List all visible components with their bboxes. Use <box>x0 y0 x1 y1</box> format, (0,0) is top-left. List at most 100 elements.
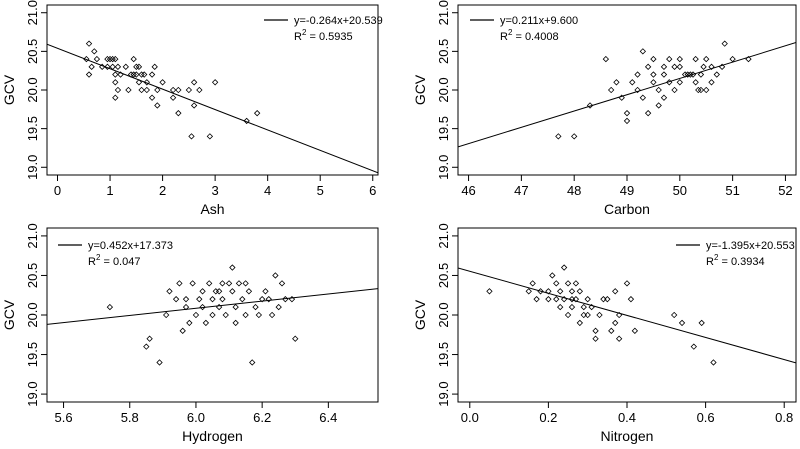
data-point <box>676 79 683 86</box>
data-point <box>288 296 296 303</box>
data-point <box>639 94 647 101</box>
data-point <box>130 71 137 78</box>
data-point <box>545 296 552 303</box>
y-tick-label: 21.0 <box>436 0 451 25</box>
data-point <box>166 288 173 295</box>
data-point <box>190 102 198 109</box>
data-point <box>533 296 540 303</box>
data-point <box>143 86 150 94</box>
chart-hydrogen: 5.6 5.8 6.0 6.2 6.4 19.0 19.5 20.0 20.5 21.0 Hydro… <box>1 223 379 444</box>
data-point <box>146 335 153 342</box>
data-point <box>135 79 143 86</box>
data-point <box>718 63 726 70</box>
y-axis-title: GCV <box>412 299 428 330</box>
legend-r2-symbol: R <box>706 256 714 268</box>
data-point <box>612 288 619 295</box>
data-point <box>109 63 116 70</box>
data-point <box>125 86 132 94</box>
data-point <box>604 296 611 303</box>
y-tick-label: 19.5 <box>436 342 451 367</box>
data-point <box>225 280 233 287</box>
data-point <box>689 71 697 78</box>
data-point <box>138 86 145 94</box>
data-point <box>697 71 705 78</box>
data-point <box>138 71 145 78</box>
data-point <box>560 296 568 303</box>
data-point <box>644 63 652 70</box>
data-point <box>650 71 657 78</box>
y-tick-label: 20.5 <box>25 39 40 64</box>
data-point <box>660 63 668 70</box>
data-point <box>229 264 236 271</box>
data-point <box>618 94 625 101</box>
y-tick-label: 20.5 <box>25 263 40 288</box>
data-point <box>537 288 544 295</box>
data-point <box>127 71 135 78</box>
x-tick-label: 46 <box>461 183 475 198</box>
data-point <box>141 71 148 78</box>
data-point <box>253 110 261 117</box>
data-point <box>721 40 728 47</box>
data-point <box>156 359 163 366</box>
data-point <box>185 86 193 94</box>
y-tick-label: 20.0 <box>25 302 40 327</box>
x-tick-label: 0 <box>54 183 61 198</box>
data-point <box>104 63 111 70</box>
data-point <box>557 303 564 311</box>
data-point <box>700 63 707 70</box>
y-axis-title: GCV <box>1 74 17 105</box>
data-point <box>572 280 580 287</box>
x-tick-label: 3 <box>212 183 219 198</box>
data-point <box>186 319 193 327</box>
data-point <box>106 303 114 311</box>
data-point <box>239 296 246 303</box>
data-point <box>268 311 276 319</box>
data-point <box>564 280 572 287</box>
data-point <box>130 55 137 63</box>
x-tick-label: 51 <box>725 183 739 198</box>
legend-r2-value: = 0.3934 <box>718 256 764 268</box>
data-point <box>596 311 603 319</box>
legend-r2: R2 = 0.3934 <box>706 253 765 268</box>
data-point <box>560 264 568 271</box>
y-tick-label: 20.5 <box>436 263 451 288</box>
x-tick-label: 0.4 <box>618 410 636 425</box>
data-point <box>172 296 180 303</box>
legend-r2-symbol: R <box>294 31 302 43</box>
data-point <box>676 55 683 63</box>
data-point <box>182 303 190 311</box>
data-point <box>112 71 119 78</box>
x-axis-title: Carbon <box>604 201 650 217</box>
data-point <box>586 102 594 109</box>
legend-r2-value: = 0.5935 <box>306 31 352 43</box>
data-point <box>568 288 576 295</box>
data-point <box>188 133 195 140</box>
chart-ash: 0 1 2 3 4 5 6 19.0 19.5 20.0 20.5 21.0 Ash GCV y=-0.26… <box>1 0 383 217</box>
y-tick-label: 21.0 <box>436 223 451 248</box>
x-axis-title: Nitrogen <box>601 428 654 444</box>
data-point <box>232 319 239 327</box>
data-point <box>529 280 536 287</box>
data-point <box>85 40 93 47</box>
data-point <box>229 288 236 295</box>
data-point <box>143 79 150 86</box>
data-point <box>242 280 249 287</box>
data-point <box>245 288 253 295</box>
data-point <box>655 102 662 109</box>
data-point <box>199 303 206 311</box>
data-point <box>104 55 111 63</box>
data-point <box>215 303 223 311</box>
x-tick-label: 48 <box>567 183 581 198</box>
data-point <box>639 48 647 55</box>
data-point <box>584 311 591 319</box>
x-tick-label: 5 <box>317 183 324 198</box>
data-point <box>278 280 286 287</box>
data-point <box>212 288 219 295</box>
y-tick-label: 19.0 <box>25 155 40 180</box>
data-point <box>650 79 657 86</box>
data-point <box>114 63 122 70</box>
data-point <box>671 63 678 70</box>
